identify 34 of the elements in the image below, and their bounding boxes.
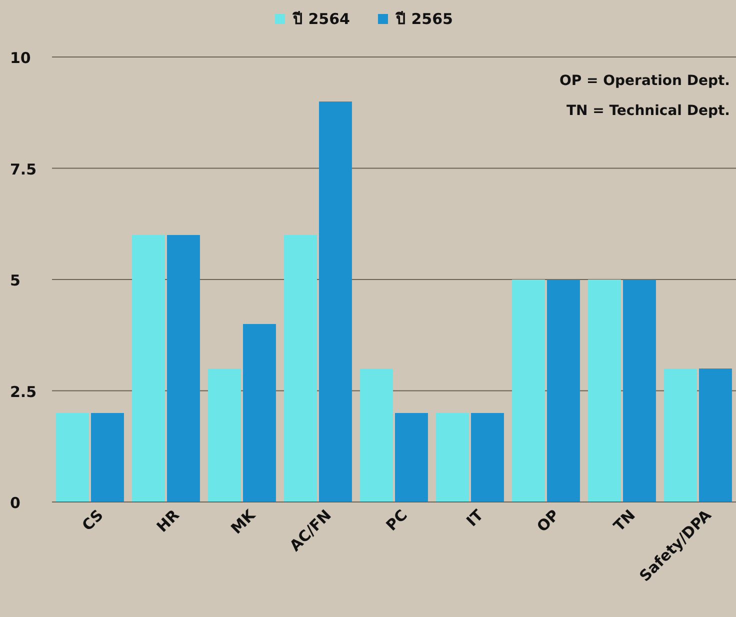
annotation: TN = Technical Dept. <box>566 103 730 119</box>
y-tick-label: 5 <box>10 272 20 290</box>
x-tick-label: MK <box>227 505 260 538</box>
x-tick-label: TN <box>610 506 639 535</box>
annotation: OP = Operation Dept. <box>559 73 730 89</box>
bar <box>56 413 89 502</box>
bar <box>167 235 200 502</box>
x-tick-label: PC <box>382 506 411 534</box>
y-tick-label: 10 <box>10 49 31 67</box>
x-tick-label: CS <box>78 506 107 534</box>
bar <box>699 368 732 502</box>
x-tick-label: OP <box>533 506 563 536</box>
bar <box>132 235 165 502</box>
y-tick-label: 0 <box>10 494 20 512</box>
bar <box>91 413 124 502</box>
bar <box>623 280 656 502</box>
x-tick-label: IT <box>462 506 488 530</box>
y-tick-label: 7.5 <box>10 160 37 178</box>
bar <box>243 324 276 502</box>
bar <box>471 413 504 502</box>
bar <box>360 368 393 502</box>
bar <box>395 413 428 502</box>
bar <box>284 235 317 502</box>
bar <box>436 413 469 502</box>
legend-label: ปี 2564 <box>292 10 350 28</box>
bar <box>319 102 352 502</box>
bar <box>208 368 241 502</box>
y-tick-label: 2.5 <box>10 382 37 401</box>
bar <box>588 280 621 502</box>
x-tick-label: HR <box>153 506 184 536</box>
bar <box>512 280 545 502</box>
bar <box>547 280 580 502</box>
legend-label: ปี 2565 <box>394 10 453 28</box>
bar <box>664 368 697 502</box>
